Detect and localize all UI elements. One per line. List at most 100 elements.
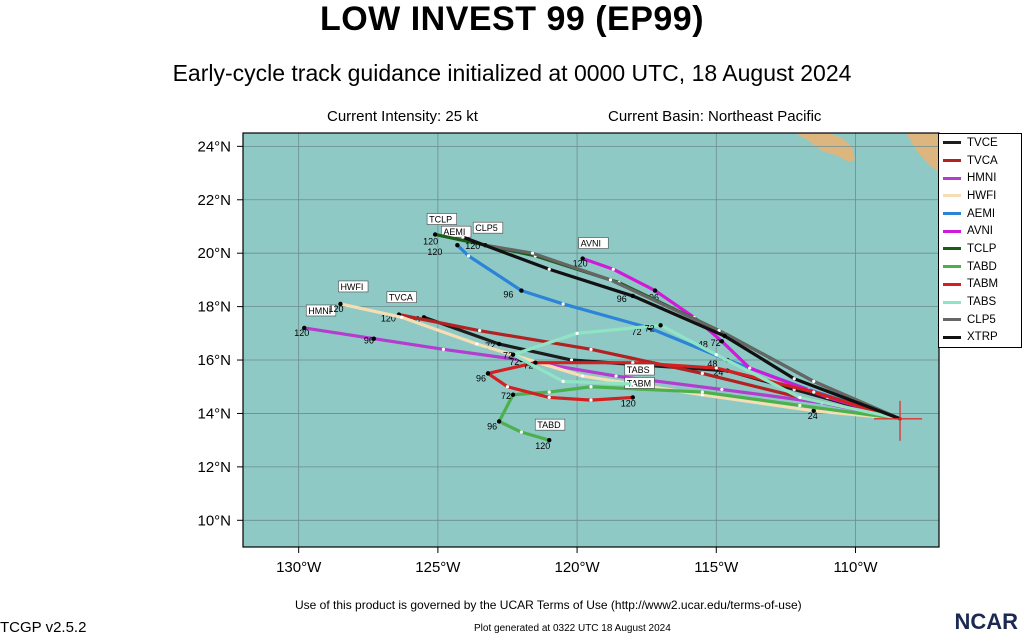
track-point-tvca xyxy=(589,347,593,351)
legend-label-tabm: TABM xyxy=(967,278,999,291)
forecast-hour-dot xyxy=(510,392,516,397)
forecast-hour-label: 96 xyxy=(487,421,497,431)
forecast-hour-label: 120 xyxy=(535,441,550,451)
legend-item-aemi: AEMI xyxy=(939,205,1021,223)
track-xtrp: 96 72 xyxy=(461,235,902,421)
forecast-hour-label: 96 xyxy=(503,290,513,300)
track-point-hmni xyxy=(441,347,446,351)
track-point-tabm xyxy=(812,390,816,394)
legend-label-avni: AVNI xyxy=(967,225,993,238)
track-point-tabd xyxy=(519,430,524,434)
forecast-hour-dot xyxy=(371,336,377,341)
model-tag-tabd: TABD xyxy=(537,420,561,430)
forecast-hour-label: 72 xyxy=(501,391,511,401)
forecast-hour-label: 72 xyxy=(509,357,519,367)
model-tag-box xyxy=(534,418,566,431)
track-line-hmni xyxy=(302,326,902,421)
track-point-tabs xyxy=(714,353,718,357)
track-point-hwfi xyxy=(400,315,404,319)
forecast-hour-dot xyxy=(719,339,725,344)
legend-item-tabm: TABM xyxy=(939,276,1021,294)
track-point-xtrp xyxy=(792,377,796,381)
track-point-tabm xyxy=(589,398,593,402)
forecast-hour-label: 120 xyxy=(465,241,480,251)
legend-item-tvca: TVCA xyxy=(939,152,1021,170)
track-point-hwfi xyxy=(475,342,479,346)
forecast-hour-label: 96 xyxy=(476,373,486,383)
legend-label-tvca: TVCA xyxy=(967,154,998,167)
legend-swatch-aemi xyxy=(943,212,961,216)
track-point-avni xyxy=(748,366,752,370)
legend-label-hwfi: HWFI xyxy=(967,189,997,202)
track-point-xtrp xyxy=(547,267,551,271)
forecast-hour-dot xyxy=(533,360,538,365)
forecast-hour-label: 120 xyxy=(427,247,442,257)
forecast-hour-dot xyxy=(630,395,635,400)
track-line-xtrp xyxy=(461,235,902,421)
forecast-hour-dot xyxy=(510,352,516,357)
track-point-clp5 xyxy=(530,251,535,255)
forecast-hour-dot xyxy=(302,325,307,331)
axis-ticks: 130°W 125°W 120°W 115°W 110°W 10°N 12°N 14°N 16°… xyxy=(197,138,878,576)
model-tag-box xyxy=(578,237,609,249)
track-point-tabm xyxy=(505,385,510,389)
forecast-hour-label: 120 xyxy=(621,398,636,408)
model-tag-box xyxy=(441,225,472,238)
forecast-hour-dot xyxy=(519,288,524,293)
forecast-hour-label: 72 xyxy=(645,323,655,333)
track-point-tabm xyxy=(547,395,551,400)
legend-swatch-avni xyxy=(943,229,961,233)
track-point-tvca xyxy=(478,329,482,333)
track-hwfi: 24 120 HWFI xyxy=(328,280,902,421)
legend-label-tclp: TCLP xyxy=(967,242,997,255)
model-tag-avni: AVNI xyxy=(581,239,601,249)
track-point-tabs xyxy=(575,331,579,335)
model-tag-tabm: TABM xyxy=(627,378,651,388)
legend-swatch-tabm xyxy=(943,282,961,286)
track-point-aemi xyxy=(466,254,471,258)
legend-item-tvce: TVCE xyxy=(939,134,1021,152)
y-tick-label: 14°N xyxy=(197,405,231,422)
track-point-tabm xyxy=(631,361,635,365)
track-point-tabd xyxy=(798,403,802,408)
track-point-tabd xyxy=(700,390,704,394)
legend-label-tabs: TABS xyxy=(967,296,997,309)
forecast-hour-label: 72 xyxy=(503,351,513,361)
model-tag-box xyxy=(338,280,369,293)
track-line-tabs xyxy=(511,323,902,421)
forecast-hour-dot xyxy=(496,419,502,424)
model-tracks: 247296120TVCA7296120HMNI24120HWFI4872961… xyxy=(294,213,902,451)
legend: TVCE TVCA HMNI HWFI AEMI AVNI TCLP TABD TABM TABS… xyxy=(938,133,1022,348)
forecast-hour-label: 72 xyxy=(711,338,721,348)
track-point-tabd xyxy=(589,385,593,389)
track-point-clp5 xyxy=(608,278,613,282)
legend-item-xtrp: XTRP xyxy=(939,329,1021,347)
legend-swatch-clp5 xyxy=(943,318,961,322)
track-point-aemi xyxy=(561,302,565,306)
track-point-hmni xyxy=(720,387,724,392)
legend-swatch-tabd xyxy=(943,265,961,269)
current-intensity: Current Intensity: 25 kt xyxy=(327,108,478,125)
x-tick-label: 115°W xyxy=(694,559,739,576)
model-tag-hwfi: HWFI xyxy=(340,282,363,292)
track-point-tvce xyxy=(569,358,574,362)
model-tag-box xyxy=(305,304,337,317)
ncar-logo-text: NCAR xyxy=(954,609,1018,634)
current-basin: Current Basin: Northeast Pacific xyxy=(608,108,822,125)
track-point-hwfi xyxy=(700,393,704,397)
y-tick-label: 12°N xyxy=(197,459,231,476)
legend-item-hmni: HMNI xyxy=(939,169,1021,187)
y-tick-label: 22°N xyxy=(197,192,231,209)
forecast-hour-label: 72 xyxy=(631,327,641,337)
terms-of-use: Use of this product is governed by the U… xyxy=(295,598,802,612)
legend-item-tclp: TCLP xyxy=(939,240,1021,258)
legend-item-tabd: TABD xyxy=(939,258,1021,276)
track-point-tvca xyxy=(700,371,704,375)
y-tick-label: 20°N xyxy=(197,245,231,262)
forecast-hour-label: 72 xyxy=(523,361,533,371)
forecast-hour-label: 48 xyxy=(707,359,717,369)
grid-lines xyxy=(243,133,939,547)
forecast-hour-label: 96 xyxy=(617,294,627,304)
forecast-hour-dot xyxy=(658,323,663,328)
track-point-tabm xyxy=(714,366,718,370)
